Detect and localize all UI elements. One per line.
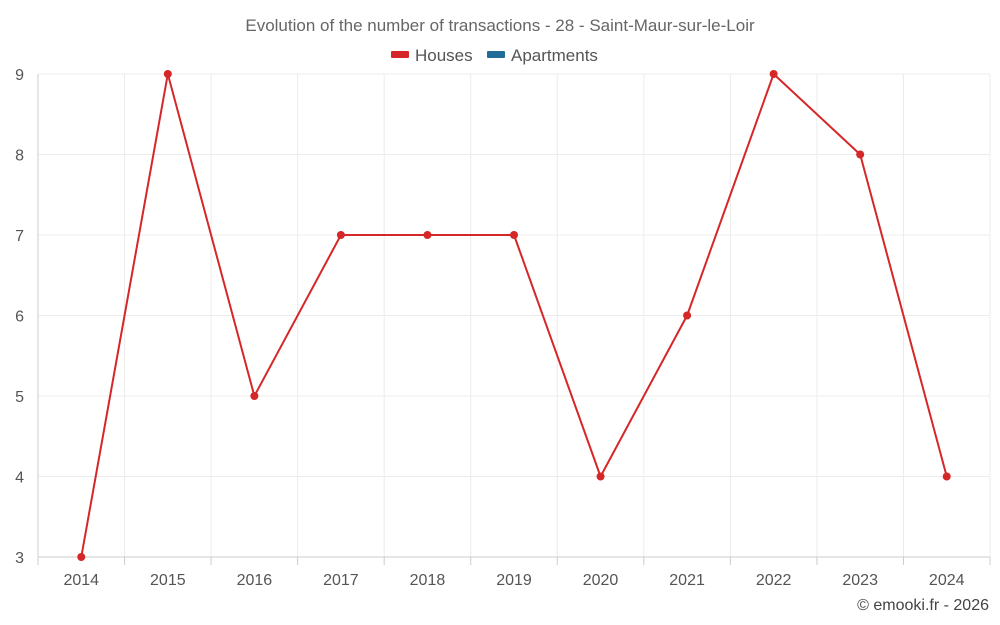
legend-swatch-houses [391, 51, 409, 58]
x-axis-tick-labels: 2014 2015 2016 2017 2018 2019 2020 2021 2022 2023… [63, 572, 964, 589]
y-tick-label: 8 [15, 148, 24, 165]
data-point-houses[interactable] [683, 311, 692, 320]
y-tick-label: 5 [15, 389, 24, 406]
data-point-houses[interactable] [769, 70, 778, 78]
x-tick-label: 2023 [842, 572, 878, 589]
data-point-houses[interactable] [596, 472, 605, 481]
credit-text: © emooki.fr - 2026 [857, 597, 989, 614]
y-tick-label: 4 [15, 470, 24, 487]
y-tick-label: 6 [15, 309, 24, 326]
x-tick-label: 2016 [237, 572, 273, 589]
data-point-houses[interactable] [856, 150, 865, 159]
x-tick-label: 2024 [929, 572, 965, 589]
data-point-houses[interactable] [163, 70, 172, 78]
y-tick-label: 9 [15, 67, 24, 84]
legend-label-apartments: Apartments [511, 46, 598, 65]
axes [37, 74, 991, 565]
y-tick-label: 3 [15, 550, 24, 567]
chart-title: Evolution of the number of transactions … [245, 16, 755, 35]
data-point-houses[interactable] [942, 472, 951, 481]
x-tick-label: 2020 [583, 572, 619, 589]
legend-item-apartments[interactable]: Apartments [487, 46, 598, 65]
gridlines [38, 73, 991, 557]
series-houses [77, 70, 951, 561]
y-axis-tick-labels: 3 4 5 6 7 8 9 [15, 67, 24, 567]
legend-swatch-apartments [487, 51, 505, 58]
data-point-houses[interactable] [423, 231, 432, 239]
x-tick-label: 2022 [756, 572, 792, 589]
legend-label-houses: Houses [415, 46, 473, 65]
x-tick-label: 2017 [323, 572, 359, 589]
x-tick-label: 2019 [496, 572, 532, 589]
legend: Houses Apartments [391, 46, 598, 65]
x-tick-label: 2018 [410, 572, 446, 589]
x-tick-label: 2014 [63, 572, 99, 589]
legend-item-houses[interactable]: Houses [391, 46, 473, 65]
x-tick-label: 2015 [150, 572, 186, 589]
x-tick-label: 2021 [669, 572, 705, 589]
data-point-houses[interactable] [250, 392, 259, 400]
data-point-houses[interactable] [510, 231, 518, 239]
data-point-houses[interactable] [77, 553, 86, 561]
data-point-houses[interactable] [336, 231, 345, 239]
y-tick-label: 7 [15, 228, 24, 245]
